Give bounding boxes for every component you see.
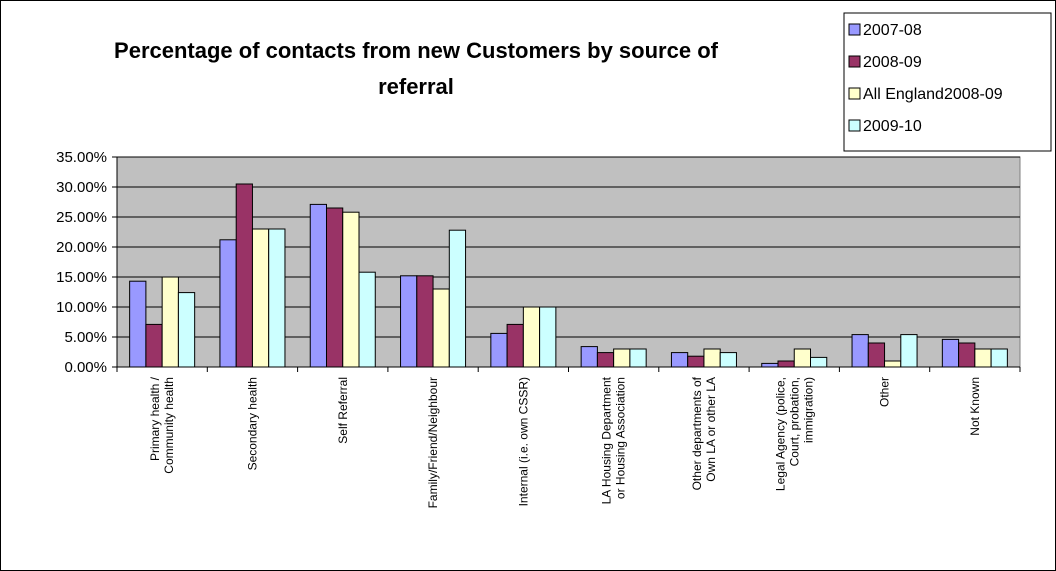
y-tick-label: 5.00% (64, 329, 107, 346)
legend: 2007-08 2008-09 All England2008-09 2009-10 (843, 12, 1052, 152)
bar (129, 280, 147, 368)
chart-title: Percentage of contacts from new Customer… (114, 38, 719, 99)
category-label: immigration) (801, 377, 815, 443)
bar (342, 211, 360, 368)
bar (867, 342, 886, 368)
category-label: Secondary health (245, 377, 259, 470)
bar (400, 275, 418, 368)
y-tick-label: 15.00% (56, 269, 107, 286)
bar (309, 203, 327, 368)
legend-swatch (848, 87, 861, 100)
category-labels: Primary health / Community health Secondar… (148, 376, 982, 508)
category-label: Other (878, 377, 892, 407)
bar (490, 332, 508, 368)
bar (629, 348, 647, 368)
category-label: Self Referral (336, 377, 350, 444)
bar (974, 348, 992, 368)
y-tick-label: 35.00% (56, 149, 107, 166)
bar (177, 292, 196, 368)
legend-box (843, 12, 1052, 152)
bar (539, 306, 557, 368)
category-label: Court, probation, (787, 377, 801, 466)
bar (687, 355, 705, 368)
category-label: Family/Friend/Neighbour (426, 377, 440, 508)
bar (522, 306, 541, 368)
y-tick-label: 25.00% (56, 209, 107, 226)
y-tick-label: 10.00% (56, 299, 107, 316)
bar (958, 342, 976, 368)
bar (235, 183, 253, 368)
legend-swatch (848, 119, 861, 132)
legend-label: All England2008-09 (863, 86, 1003, 103)
bar (325, 207, 344, 368)
bar (358, 271, 376, 368)
y-tick-label: 0.00% (64, 359, 107, 376)
bar (941, 338, 960, 368)
bar (251, 228, 270, 368)
bar (719, 352, 737, 368)
bar (990, 348, 1008, 368)
bar (900, 334, 918, 368)
bar (268, 228, 286, 368)
chart-title-line: referral (378, 74, 454, 99)
legend-swatch (848, 23, 861, 36)
bars (129, 183, 1008, 368)
bar (448, 229, 467, 368)
bar (810, 356, 828, 368)
legend-label: 2007-08 (863, 22, 922, 39)
y-tick-labels: 35.00% 30.00% 25.00% 20.00% 15.00% 10.00% 5.00… (56, 149, 107, 376)
bar (161, 276, 179, 368)
category-label: Internal (i.e. own CSSR) (516, 377, 530, 506)
bar (596, 352, 615, 368)
bar (613, 348, 631, 368)
category-label: Primary health / (148, 376, 162, 461)
legend-label: 2008-09 (863, 54, 922, 71)
bar (884, 360, 902, 368)
category-label: Own LA or other LA (704, 377, 718, 482)
bar (851, 334, 869, 368)
bar (777, 360, 795, 368)
bar (416, 275, 434, 368)
bar (670, 352, 689, 368)
bar (703, 348, 721, 368)
y-tick-label: 30.00% (56, 179, 107, 196)
category-label: or Housing Association (614, 377, 628, 499)
category-label: LA Housing Department (600, 376, 614, 504)
category-label: Other departments of (690, 376, 704, 490)
legend-swatch (848, 55, 861, 68)
legend-label: 2009-10 (863, 118, 922, 135)
bar (506, 323, 524, 368)
y-tick-label: 20.00% (56, 239, 107, 256)
bar (432, 288, 450, 368)
bar (761, 362, 779, 368)
chart-title-line: Percentage of contacts from new Customer… (114, 38, 719, 63)
category-label: Community health (162, 377, 176, 474)
axes (112, 156, 1021, 372)
bar (580, 346, 598, 368)
bar (145, 323, 163, 368)
category-label: Not Known (968, 377, 982, 436)
bar (793, 348, 812, 368)
bar (219, 239, 237, 368)
category-label: Legal Agency (police, (773, 377, 787, 491)
